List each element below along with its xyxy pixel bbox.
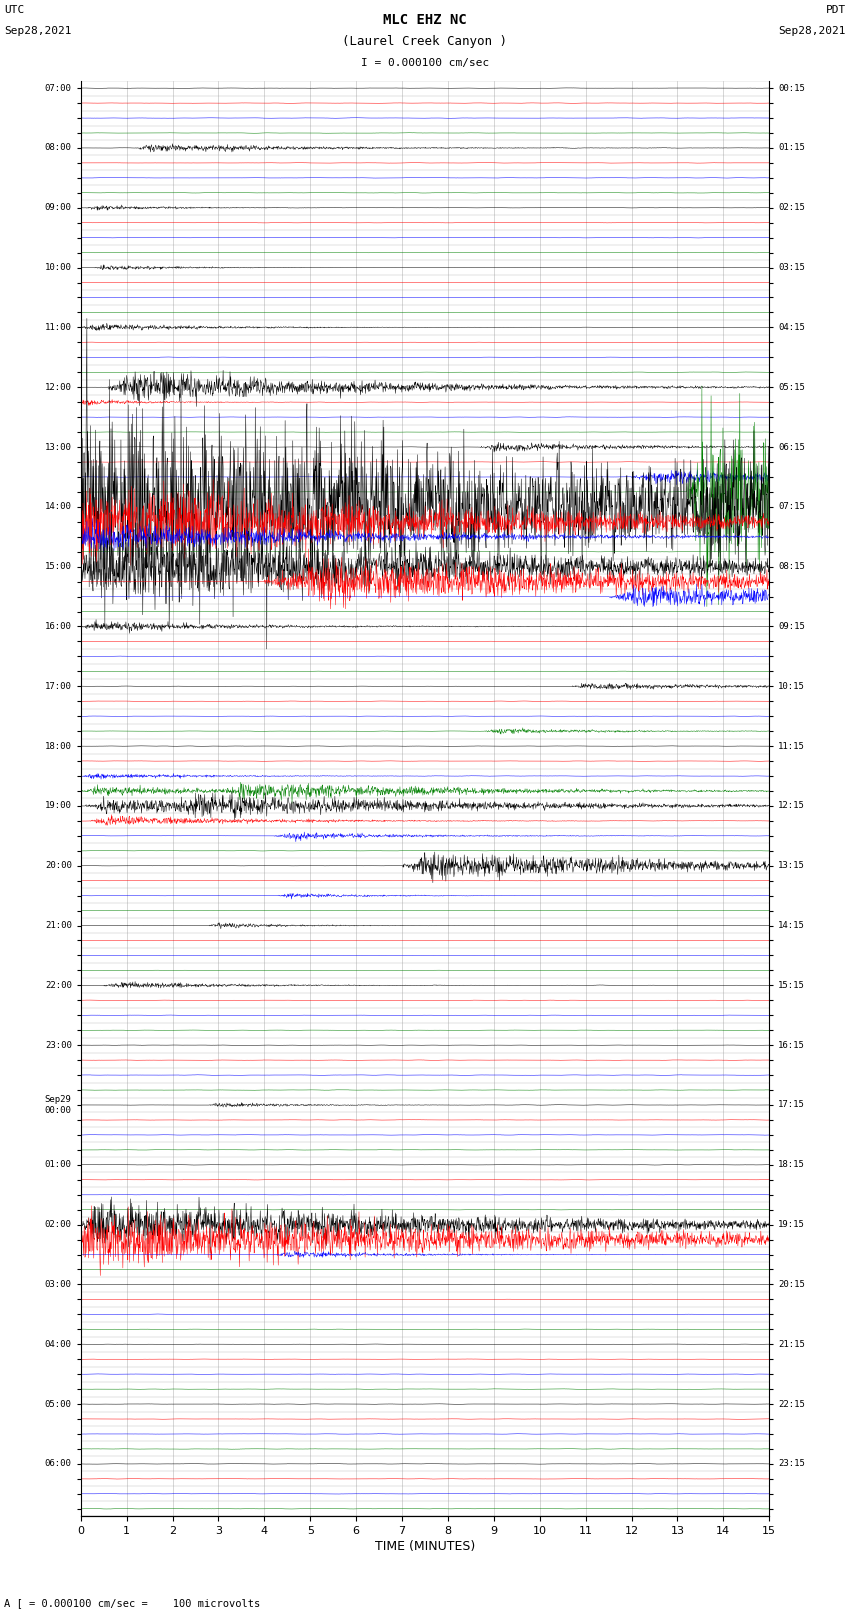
Text: UTC: UTC (4, 5, 25, 15)
X-axis label: TIME (MINUTES): TIME (MINUTES) (375, 1540, 475, 1553)
Text: MLC EHZ NC: MLC EHZ NC (383, 13, 467, 27)
Text: I = 0.000100 cm/sec: I = 0.000100 cm/sec (361, 58, 489, 68)
Text: A [ = 0.000100 cm/sec =    100 microvolts: A [ = 0.000100 cm/sec = 100 microvolts (4, 1598, 260, 1608)
Text: PDT: PDT (825, 5, 846, 15)
Text: Sep28,2021: Sep28,2021 (4, 26, 71, 35)
Text: Sep28,2021: Sep28,2021 (779, 26, 846, 35)
Text: (Laurel Creek Canyon ): (Laurel Creek Canyon ) (343, 35, 507, 48)
